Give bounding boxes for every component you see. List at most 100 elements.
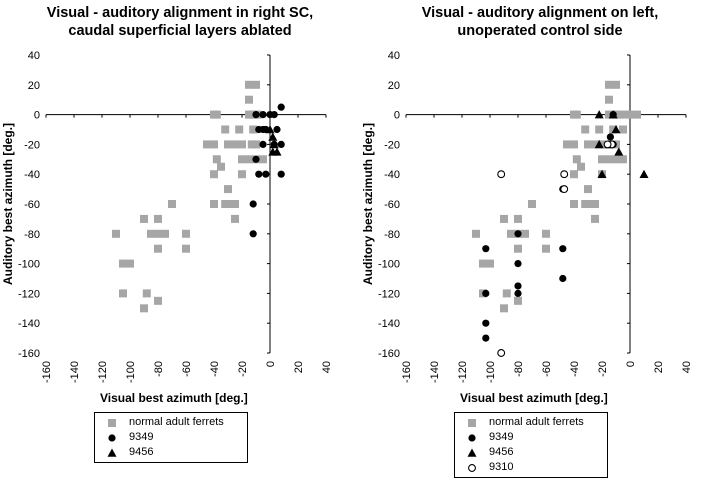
x-axis-label: Visual best azimuth [deg.] (100, 391, 248, 405)
data-point (613, 110, 622, 119)
legend: normal adult ferrets 9349 9456 9310 (454, 412, 608, 478)
chart-title: Visual - auditory alignment on left, uno… (360, 4, 720, 40)
y-axis-label: Auditory best azimuth [deg.] (1, 123, 15, 285)
legend-entry: 9456 (95, 445, 247, 460)
data-point (249, 125, 258, 134)
data-point (269, 139, 279, 149)
data-point (277, 103, 285, 111)
y-axis-label: Auditory best azimuth [deg.] (361, 123, 375, 285)
data-point (514, 296, 522, 305)
data-point (486, 259, 494, 268)
data-point (119, 259, 127, 268)
data-point (238, 170, 246, 179)
legend-marker (467, 448, 477, 457)
data-point (542, 229, 550, 238)
series-9456 (265, 125, 282, 156)
y-tick-label: -140 (378, 318, 400, 330)
data-point (598, 155, 606, 164)
data-point (154, 229, 162, 238)
x-tick-label: -60 (541, 361, 553, 377)
chart-panel-left: Visual - auditory alignment in right SC,… (0, 0, 360, 472)
y-tick-label: -20 (384, 139, 400, 151)
data-point (507, 229, 515, 238)
data-point (605, 95, 613, 104)
data-point (212, 155, 221, 164)
y-tick-label: -80 (24, 229, 40, 241)
legend-symbol (455, 460, 489, 475)
legend-marker (108, 418, 116, 427)
x-tick-label: -40 (569, 361, 581, 377)
data-point (265, 125, 275, 134)
y-tick-label: -140 (18, 318, 40, 330)
legend-label: 9456 (129, 446, 154, 458)
data-point (500, 214, 508, 223)
data-point (605, 155, 613, 164)
data-point (212, 110, 221, 119)
data-point (619, 125, 627, 134)
y-tick-label: 20 (388, 80, 400, 92)
x-tick-label: -140 (69, 361, 81, 383)
data-point (514, 282, 522, 290)
data-point (497, 349, 506, 357)
data-point (168, 200, 176, 208)
y-tick-label: -100 (378, 259, 400, 271)
y-tick-label: -120 (18, 288, 40, 300)
y-tick-label: -160 (18, 348, 40, 360)
y-tick-label: -120 (378, 288, 400, 300)
legend-label: 9349 (129, 431, 154, 443)
y-tick-label: -60 (384, 199, 400, 211)
data-point (182, 229, 190, 238)
data-point (268, 132, 278, 141)
data-point (210, 200, 218, 208)
data-point (140, 214, 148, 223)
chart-title: Visual - auditory alignment in right SC,… (0, 4, 360, 40)
legend-symbol (95, 445, 129, 460)
series-9310 (497, 140, 616, 357)
x-tick-label: -80 (153, 361, 165, 377)
data-point (154, 244, 162, 253)
x-tick-label: 0 (265, 361, 277, 367)
legend-label: normal adult ferrets (489, 416, 584, 428)
data-point (259, 111, 267, 119)
data-point (514, 214, 522, 223)
data-point (270, 111, 278, 119)
data-point (479, 259, 487, 268)
data-point (514, 230, 522, 238)
data-point (595, 125, 604, 134)
data-point (591, 140, 599, 149)
y-tick-label: -160 (378, 348, 400, 360)
legend-label: 9349 (489, 431, 514, 443)
data-point (154, 214, 162, 223)
data-point (231, 200, 239, 208)
legend-marker (468, 463, 476, 472)
data-point (203, 140, 211, 149)
legend-marker (468, 433, 476, 442)
legend-label: 9456 (489, 446, 514, 458)
data-point (262, 170, 270, 178)
data-point (224, 140, 232, 149)
data-point (161, 229, 169, 238)
data-point (472, 229, 480, 238)
data-point (514, 289, 522, 297)
chart-title-line2: caudal superficial layers ablated (68, 23, 292, 39)
data-point (597, 169, 607, 178)
data-point (482, 334, 490, 342)
chart-title-line1: Visual - auditory alignment in right SC, (46, 5, 314, 21)
data-point (497, 170, 506, 179)
data-point (603, 140, 612, 149)
data-point (563, 140, 571, 149)
data-point (154, 296, 162, 305)
data-point (572, 110, 581, 119)
data-point (577, 162, 585, 171)
x-tick-label: 0 (625, 361, 637, 367)
data-point (560, 185, 569, 194)
data-point (528, 200, 536, 208)
data-point (247, 140, 256, 149)
data-point (277, 170, 285, 178)
data-point (252, 140, 260, 149)
data-point (210, 140, 218, 149)
legend-label: normal adult ferrets (129, 416, 224, 428)
x-tick-label: -120 (457, 361, 469, 383)
data-point (140, 304, 148, 313)
data-point (598, 140, 606, 149)
